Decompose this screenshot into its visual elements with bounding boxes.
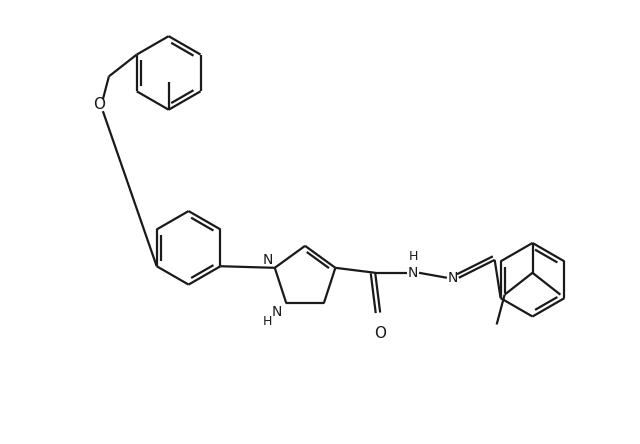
- Text: N: N: [272, 305, 282, 319]
- Text: N: N: [447, 271, 458, 285]
- Text: N: N: [262, 253, 273, 267]
- Text: H: H: [263, 315, 273, 328]
- Text: O: O: [93, 97, 105, 112]
- Text: N: N: [408, 266, 418, 280]
- Text: H: H: [408, 250, 418, 263]
- Text: O: O: [374, 326, 386, 341]
